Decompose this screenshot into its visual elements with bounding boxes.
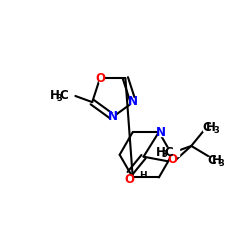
Text: C: C (164, 146, 173, 158)
Bar (154, 148, 179, 156)
Text: O: O (96, 72, 106, 85)
Text: 3: 3 (218, 159, 224, 168)
Bar (50, 92, 73, 100)
Text: C: C (208, 154, 216, 167)
Text: O: O (125, 173, 135, 186)
Bar (158, 129, 162, 136)
Text: 3: 3 (213, 126, 219, 135)
Bar (170, 156, 174, 163)
Text: O: O (167, 153, 177, 166)
Text: N: N (128, 95, 138, 108)
Bar (203, 124, 224, 131)
Text: H: H (139, 170, 146, 179)
Text: C: C (59, 90, 68, 102)
Text: H: H (212, 154, 222, 167)
Text: H: H (156, 146, 166, 158)
Bar (128, 176, 132, 183)
Bar (99, 75, 103, 82)
Text: 3: 3 (162, 150, 167, 159)
Text: 3: 3 (56, 94, 62, 103)
Text: N: N (156, 126, 166, 139)
Text: H: H (50, 90, 60, 102)
Text: H: H (206, 121, 216, 134)
Bar (131, 98, 135, 105)
Bar (208, 157, 230, 164)
Text: C: C (202, 121, 211, 134)
Bar (110, 113, 115, 120)
Text: N: N (108, 110, 118, 123)
